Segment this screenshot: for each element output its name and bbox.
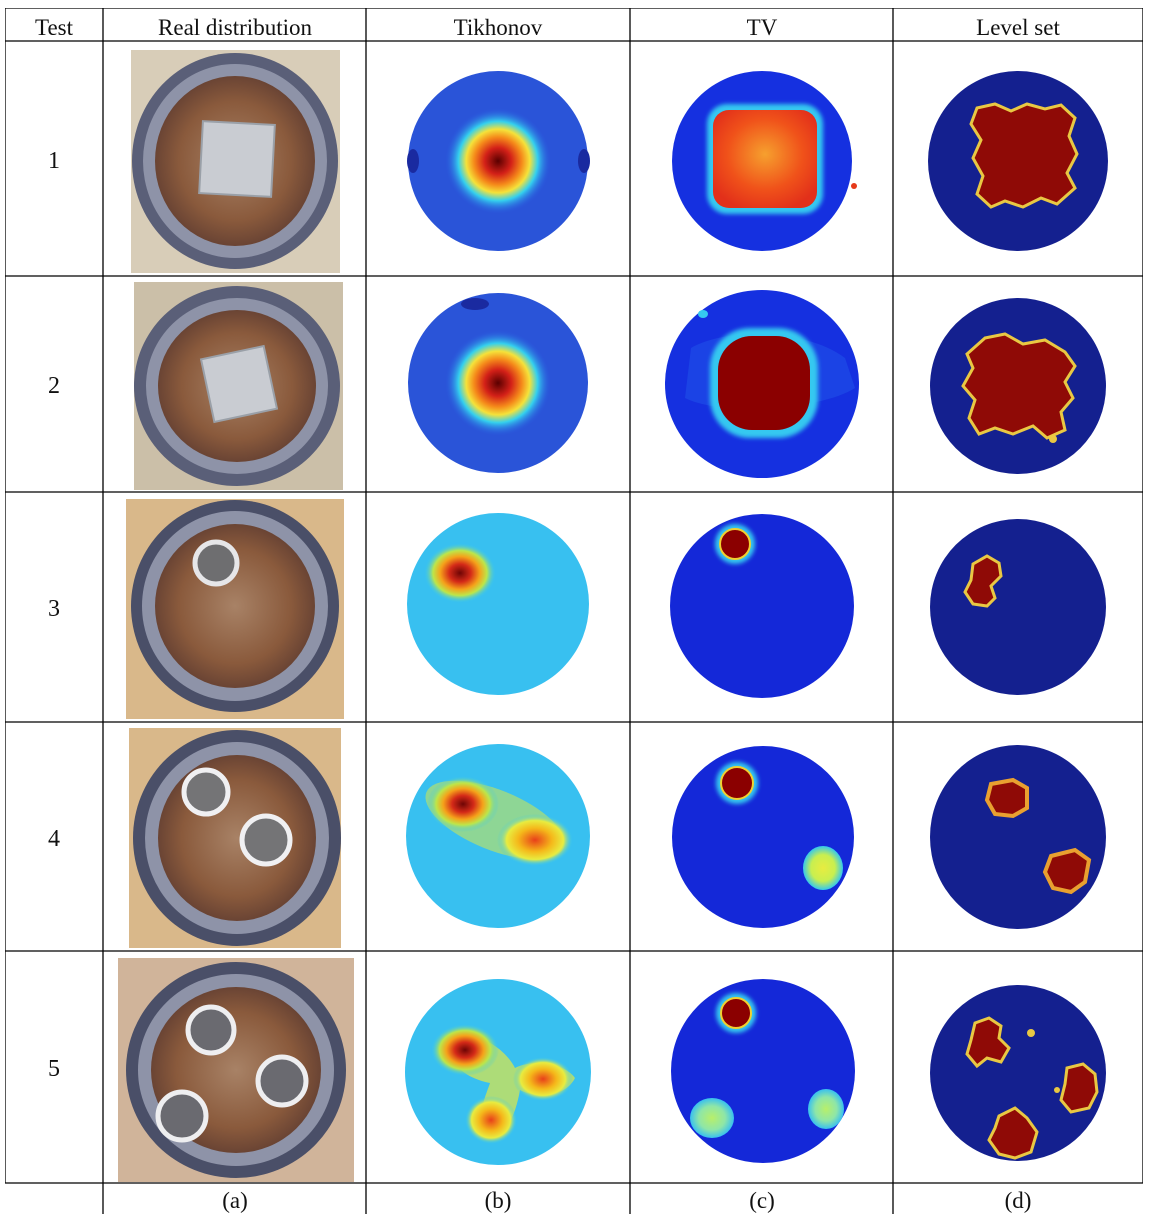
tv-recon — [672, 746, 854, 928]
results-figure-table: Test Real distribution Tikhonov TV Level… — [5, 8, 1143, 1214]
header-level-set: Level set — [976, 15, 1060, 40]
row-3 — [126, 499, 1106, 719]
photo-square-plate — [134, 282, 343, 490]
tv-recon — [670, 514, 854, 698]
tv-recon — [672, 71, 857, 251]
levelset-recon — [930, 985, 1106, 1161]
test-number-column: 1 2 3 4 5 — [48, 148, 60, 1082]
sublabel-d: (d) — [1005, 1188, 1032, 1213]
tikhonov-recon — [406, 744, 590, 928]
header-row: Test Real distribution Tikhonov TV Level… — [35, 15, 1060, 40]
photo-two-rings — [129, 728, 341, 948]
table-grid — [5, 8, 1143, 1214]
test-number: 2 — [48, 373, 60, 399]
levelset-recon — [930, 298, 1106, 474]
header-real-distribution: Real distribution — [158, 15, 312, 40]
tv-recon — [671, 979, 855, 1163]
photo-three-rings — [118, 958, 354, 1182]
row-4 — [129, 728, 1106, 948]
row-2 — [134, 282, 1106, 490]
tikhonov-recon — [407, 513, 589, 695]
test-number: 3 — [48, 596, 60, 622]
sublabel-a: (a) — [222, 1188, 248, 1213]
tikhonov-recon — [408, 293, 588, 473]
photo-square-plate — [131, 50, 340, 273]
header-tv: TV — [747, 15, 778, 40]
levelset-recon — [928, 71, 1108, 251]
levelset-recon — [930, 745, 1106, 929]
header-tikhonov: Tikhonov — [454, 15, 543, 40]
tikhonov-recon — [407, 71, 590, 251]
test-number: 4 — [48, 826, 60, 852]
header-test: Test — [35, 15, 74, 40]
levelset-recon — [930, 519, 1106, 695]
photo-one-ring — [126, 499, 344, 719]
row-5 — [118, 958, 1106, 1182]
row-1 — [131, 50, 1108, 273]
sublabel-b: (b) — [485, 1188, 512, 1213]
test-number: 5 — [48, 1056, 60, 1082]
sublabel-c: (c) — [749, 1188, 775, 1213]
tv-recon — [665, 290, 859, 478]
test-number: 1 — [48, 148, 60, 174]
subfigure-labels: (a) (b) (c) (d) — [222, 1188, 1031, 1213]
tikhonov-recon — [405, 979, 591, 1165]
